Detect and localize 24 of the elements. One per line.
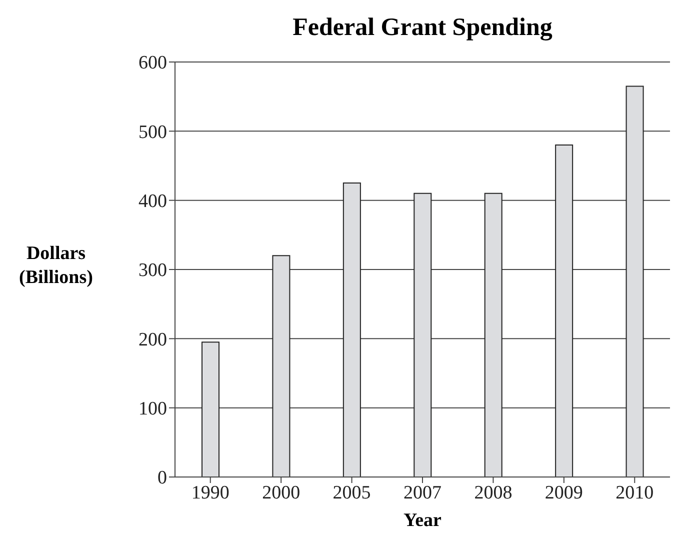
x-tick-label: 1990 — [191, 482, 230, 504]
y-tick-label: 100 — [138, 398, 167, 420]
y-tick-label: 400 — [138, 191, 167, 212]
chart-title: Federal Grant Spending — [292, 14, 554, 42]
bar — [626, 86, 644, 477]
y-tick-label: 0 — [158, 468, 167, 489]
x-tick-label: 2000 — [262, 482, 300, 504]
y-axis-title: Dollars (Billions) — [18, 242, 94, 290]
y-tick-label: 600 — [138, 52, 167, 74]
x-tick-label: 2007 — [404, 482, 442, 504]
bar — [555, 144, 574, 477]
bar — [202, 342, 220, 477]
x-tick-label: 2010 — [616, 482, 654, 504]
y-tick-label: 200 — [138, 329, 167, 350]
x-tick-label: 2005 — [332, 482, 371, 504]
y-tick-label: 300 — [138, 260, 167, 282]
x-axis-title: Year — [402, 510, 442, 532]
bar — [484, 192, 502, 477]
x-tick-label: 2008 — [474, 482, 512, 504]
bar — [272, 255, 290, 477]
bar — [414, 192, 432, 477]
y-tick-label: 500 — [138, 122, 167, 143]
bar — [342, 182, 361, 477]
x-tick-label: 2009 — [544, 482, 583, 504]
